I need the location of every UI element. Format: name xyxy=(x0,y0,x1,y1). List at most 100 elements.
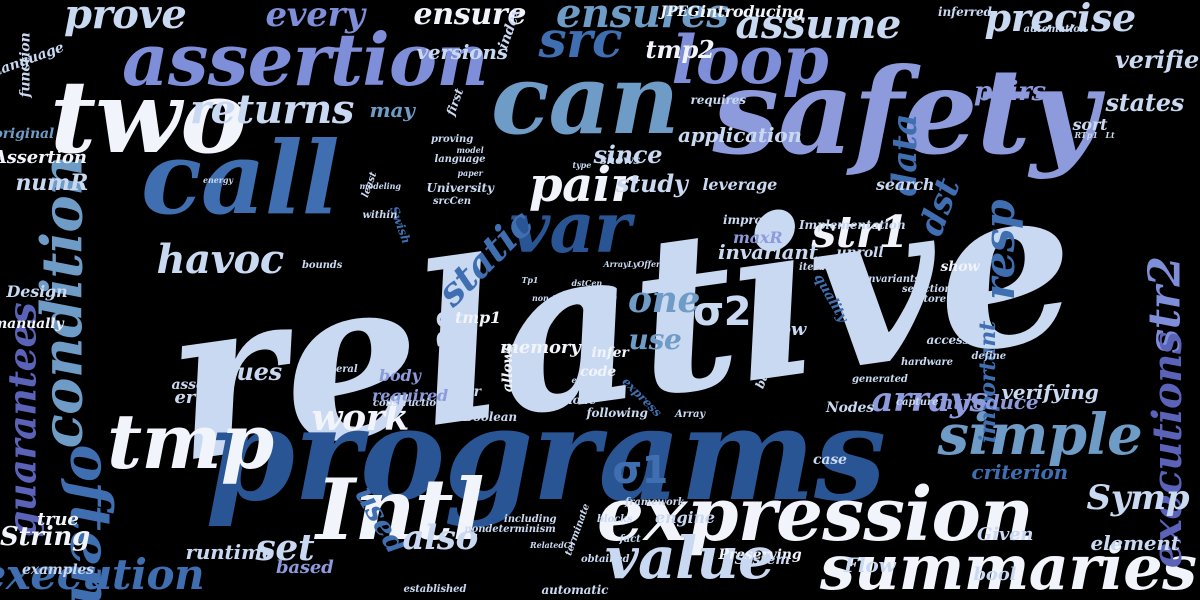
word-programs-1: programs xyxy=(205,380,887,530)
word-pairs-52: pairs xyxy=(974,77,1046,107)
word-body-93: body xyxy=(379,366,421,385)
word-resp-19: resp xyxy=(975,199,1025,301)
word-jpeg-83: JPEG xyxy=(660,4,700,20)
word-paper-146: paper xyxy=(457,168,483,178)
word-verifying-59: verifying xyxy=(1001,380,1099,404)
word-numr-71: numR xyxy=(15,170,89,196)
word-two-3: two xyxy=(50,58,247,176)
word-loop-13: loop xyxy=(671,21,829,99)
word-assert-94: assert xyxy=(171,377,219,393)
word-access-108: access xyxy=(926,333,970,347)
word-preserving-101: Preserving xyxy=(718,547,802,563)
word-evaluate-142: evaluate xyxy=(571,375,609,385)
word-iteration-136: iteration xyxy=(799,262,847,273)
word-invariants-148: invariants xyxy=(864,274,921,285)
word-show-97: show xyxy=(940,259,980,275)
word-symp-42: Symp xyxy=(1086,478,1190,518)
word-important-57: important xyxy=(974,321,1001,443)
word-info-161: info xyxy=(589,294,611,305)
word-assertion-5: assertion xyxy=(122,17,489,102)
word-tmp-10: tmp xyxy=(107,397,274,486)
word-tmp1-67: tmp1 xyxy=(455,308,502,327)
word-prove-29: prove xyxy=(64,0,187,38)
word-language-143: language xyxy=(434,154,486,165)
word-given-64: Given xyxy=(977,524,1034,545)
word-maxr-98: maxR xyxy=(733,228,783,247)
word-element-58: element xyxy=(1090,531,1181,555)
word-requires-86: requires xyxy=(690,93,747,107)
word-introducing-82: introducing xyxy=(700,2,804,21)
word-automatic-129: automatic xyxy=(541,583,609,597)
word-established-128: established xyxy=(403,584,467,595)
word-fact-134: fact xyxy=(619,534,641,545)
word-runtime-62: runtime xyxy=(185,540,275,564)
word-values-55: values xyxy=(198,357,283,386)
word-tmp2-53: tmp2 xyxy=(645,35,715,64)
word-several-126: several xyxy=(318,364,358,375)
word-rtp1-157: RTp1 xyxy=(1074,130,1098,140)
word-obtained-135: obtained xyxy=(581,554,630,565)
word-node-112: node xyxy=(564,393,597,407)
word-tx-159: Tx xyxy=(593,294,607,305)
word-including-127: including xyxy=(504,514,557,525)
word-nodes-99: Nodes xyxy=(826,400,875,416)
word-unroll-96: unroll xyxy=(836,245,884,261)
word-work-37: work xyxy=(311,397,410,439)
word-havoc-32: havoc xyxy=(156,236,285,283)
word-code-90: code xyxy=(580,364,616,380)
word-execution-33: execution xyxy=(0,550,205,599)
word-expression-7: expression xyxy=(597,472,1034,558)
word-every-30: every xyxy=(265,0,365,35)
word-also-45: also xyxy=(402,518,479,558)
word-study-49: study xyxy=(616,169,688,198)
word-selection-138: selection xyxy=(902,284,952,295)
word-based-63: based xyxy=(276,557,334,578)
word-generated-141: generated xyxy=(852,374,908,385)
word-non-trivial-152: non-trivial xyxy=(532,293,579,303)
word-allows-89: allows xyxy=(500,343,517,393)
word-system-116: System xyxy=(734,552,791,568)
word-one-38: one xyxy=(628,279,701,321)
word-original-74: original xyxy=(0,126,55,142)
word-set-36: set xyxy=(255,527,315,569)
word-assertion-69: Assertion xyxy=(0,147,87,168)
word-returns-26: returns xyxy=(190,86,354,133)
word-tp1-156: Tp1 xyxy=(521,275,539,285)
word-string-46: String xyxy=(0,522,90,552)
word-use-43: use xyxy=(628,323,682,356)
word-nondeterminism-130: nondeterminism xyxy=(464,524,556,535)
word-memory-88: memory xyxy=(500,337,581,358)
word-σ1-23: σ1 xyxy=(612,448,669,492)
word-arrays-41: arrays xyxy=(871,380,989,420)
word-error-92: error xyxy=(174,387,226,408)
word-improve-123: improve xyxy=(723,213,777,227)
word-ext-160: ext xyxy=(591,294,609,305)
word-verifier-51: verifier xyxy=(1115,45,1200,74)
word-energy-150: energy xyxy=(203,175,233,185)
word-infer-91: infer xyxy=(591,345,629,361)
word-application-77: application xyxy=(678,123,802,147)
word-bool-65: bool xyxy=(973,564,1017,585)
word-dstcen-155: dstCen xyxy=(571,278,603,288)
word-shows-87: shows xyxy=(600,153,640,167)
word-engine-100: engine xyxy=(655,508,715,527)
word-formal-109: formal xyxy=(948,290,992,304)
word-sort-80: sort xyxy=(1072,115,1108,134)
word-modeling-151: modeling xyxy=(359,181,401,191)
word-can-4: can xyxy=(491,43,680,156)
word-array-133: Array xyxy=(675,409,706,420)
word-var-14: var xyxy=(509,186,632,269)
word-summaries-8: summaries xyxy=(820,531,1197,600)
word-arraylyoffer-154: ArrayLyOffer xyxy=(603,259,661,269)
word-following-110: following xyxy=(586,406,648,420)
word-model-147: model xyxy=(456,145,484,155)
word-inferred-81: inferred xyxy=(938,5,992,19)
word-introduce-61: introduce xyxy=(931,390,1039,414)
word-required-95: required xyxy=(372,386,449,405)
word-capture-140: capture xyxy=(896,397,939,408)
word-blocks-132: blocks xyxy=(597,514,633,525)
word-store-137: store xyxy=(918,294,947,305)
word-type-145: type xyxy=(572,160,592,170)
word-proving-144: proving xyxy=(431,134,474,145)
